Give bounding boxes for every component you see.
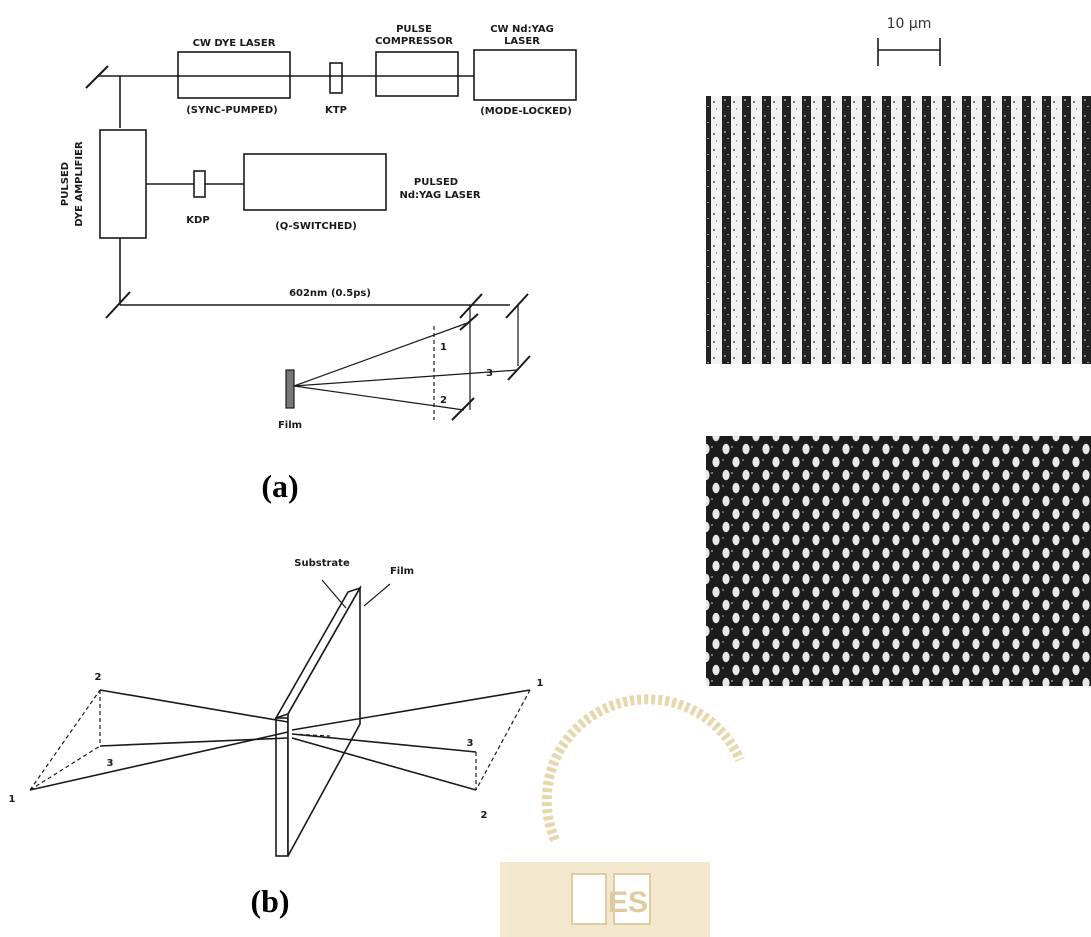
beam-2-ray — [293, 385, 465, 411]
mirror-beam-3 — [507, 355, 531, 381]
left-dash-1 — [29, 689, 101, 791]
pulse-label: PULSE — [396, 24, 432, 35]
right-dash-1 — [475, 689, 531, 791]
figure-a-setup: CW DYE LASER (SYNC-PUMPED) KTP PULSE COM… — [60, 24, 577, 504]
beam-1-ray — [293, 321, 471, 387]
watermark-text: ES — [608, 886, 648, 919]
dye-amplifier-label: DYE AMPLIFIER — [74, 141, 85, 227]
cw-dye-laser-label: CW DYE LASER — [193, 38, 276, 49]
left-3-label: 3 — [107, 758, 114, 769]
intersection-dash — [291, 733, 331, 737]
beam-3-ray — [293, 369, 519, 387]
kdp-crystal — [193, 170, 206, 198]
substrate-pointer — [321, 579, 347, 609]
left-beam-1 — [29, 731, 289, 791]
beam-3-label: 3 — [486, 368, 493, 379]
watermark-arc — [541, 694, 745, 842]
caption-a: (a) — [261, 468, 298, 504]
bottom-left-mirror — [105, 291, 131, 319]
top-left-mirror — [85, 65, 109, 89]
ktp-label: KTP — [325, 105, 347, 116]
left-1-label: 1 — [9, 794, 16, 805]
wavelength-label: 602nm (0.5ps) — [289, 288, 371, 299]
left-dash-2 — [29, 745, 101, 791]
watermark-panel-right — [613, 873, 651, 925]
laser-label: LASER — [504, 36, 540, 47]
nctu-watermark: ES — [500, 694, 745, 937]
right-2-label: 2 — [481, 810, 488, 821]
right-1-label: 1 — [537, 678, 544, 689]
scale-bar-label: 10 μm — [887, 16, 932, 32]
micrograph-hex-lattice — [706, 436, 1091, 686]
film-face — [287, 584, 361, 857]
sync-pumped-label: (SYNC-PUMPED) — [186, 105, 278, 116]
right-beam-3 — [291, 733, 477, 753]
pulsed-ndyag-bottom-label: Nd:YAG LASER — [399, 190, 480, 201]
mirror-beam-2 — [451, 397, 475, 421]
film-pointer — [363, 583, 391, 607]
beam-2-label: 2 — [440, 395, 447, 406]
micrograph-grating — [706, 96, 1091, 364]
left-beam-3 — [99, 737, 289, 747]
film-label-b: Film — [390, 566, 414, 577]
compressor-label: COMPRESSOR — [375, 36, 453, 47]
beam-1-label: 1 — [440, 342, 447, 353]
micrographs: 10 μm — [706, 16, 1091, 686]
kdp-label: KDP — [186, 215, 209, 226]
dye-amplifier-box — [99, 129, 147, 239]
right-beam-1 — [291, 689, 531, 731]
beam-splitter-2 — [505, 293, 529, 319]
watermark-panel-left — [571, 873, 607, 925]
pulsed-label: PULSED — [60, 162, 71, 206]
right-beam-2 — [291, 737, 477, 791]
pulsed-ndyag-top-label: PULSED — [414, 177, 458, 188]
ktp-crystal — [329, 62, 343, 94]
caption-b: (b) — [250, 883, 289, 919]
figure-b-geometry: Substrate Film 2 3 1 1 3 2 (b) — [9, 558, 544, 919]
film-label: Film — [278, 420, 302, 431]
q-switched-label: (Q-SWITCHED) — [275, 221, 357, 232]
left-2-label: 2 — [95, 672, 102, 683]
beam-splitter-1 — [459, 293, 483, 319]
cw-ndyag-label: CW Nd:YAG — [490, 24, 554, 35]
substrate-label: Substrate — [294, 558, 350, 569]
cw-dye-laser-box — [177, 51, 291, 99]
cw-ndyag-box — [473, 49, 577, 101]
film-plate — [285, 369, 295, 409]
pulse-compressor-box — [375, 51, 459, 97]
pulsed-ndyag-box — [243, 153, 387, 211]
right-3-label: 3 — [467, 738, 474, 749]
mode-locked-label: (MODE-LOCKED) — [480, 106, 572, 117]
left-beam-2 — [99, 689, 289, 723]
